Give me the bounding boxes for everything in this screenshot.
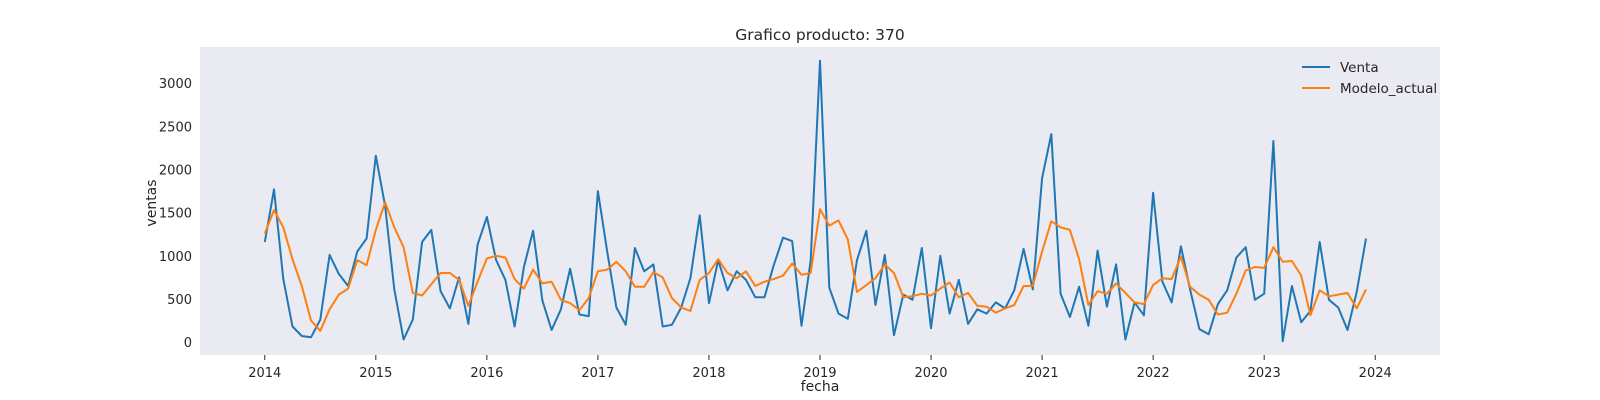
y-tick-label: 1500 bbox=[159, 207, 192, 222]
y-tick-label: 3000 bbox=[159, 77, 192, 92]
legend-label: Modelo_actual bbox=[1340, 81, 1437, 97]
y-tick-label: 2500 bbox=[159, 120, 192, 135]
y-tick-label: 1000 bbox=[159, 250, 192, 265]
y-axis-label: ventas bbox=[144, 179, 160, 226]
series-line-modelo-actual bbox=[263, 201, 1367, 332]
series-lines bbox=[263, 59, 1367, 343]
y-tick-label: 2000 bbox=[159, 164, 192, 179]
legend-label: Venta bbox=[1340, 60, 1379, 76]
legend: Venta Modelo_actual bbox=[1302, 60, 1437, 97]
x-tick-label: 2015 bbox=[359, 366, 392, 381]
x-tick-label: 2016 bbox=[470, 366, 503, 381]
x-tick-label: 2017 bbox=[581, 366, 614, 381]
x-tick-label: 2020 bbox=[914, 366, 947, 381]
x-tick-label: 2023 bbox=[1248, 366, 1281, 381]
y-axis: 0 500 1000 1500 2000 2500 3000 bbox=[159, 77, 192, 351]
x-tick-label: 2019 bbox=[803, 366, 836, 381]
series-line-venta bbox=[263, 59, 1367, 343]
plot-background bbox=[200, 47, 1440, 355]
x-tick-label: 2024 bbox=[1359, 366, 1392, 381]
x-axis: 2014 2015 2016 2017 2018 2019 2020 2021 2022 2023… bbox=[248, 355, 1392, 381]
x-axis-label: fecha bbox=[801, 379, 840, 395]
chart-title: Grafico producto: 370 bbox=[735, 26, 904, 44]
x-tick-label: 2018 bbox=[692, 366, 725, 381]
x-tick-label: 2022 bbox=[1137, 366, 1170, 381]
x-tick-label: 2021 bbox=[1026, 366, 1059, 381]
x-tick-label: 2014 bbox=[248, 366, 281, 381]
y-tick-label: 0 bbox=[184, 336, 192, 351]
y-tick-label: 500 bbox=[167, 293, 192, 308]
